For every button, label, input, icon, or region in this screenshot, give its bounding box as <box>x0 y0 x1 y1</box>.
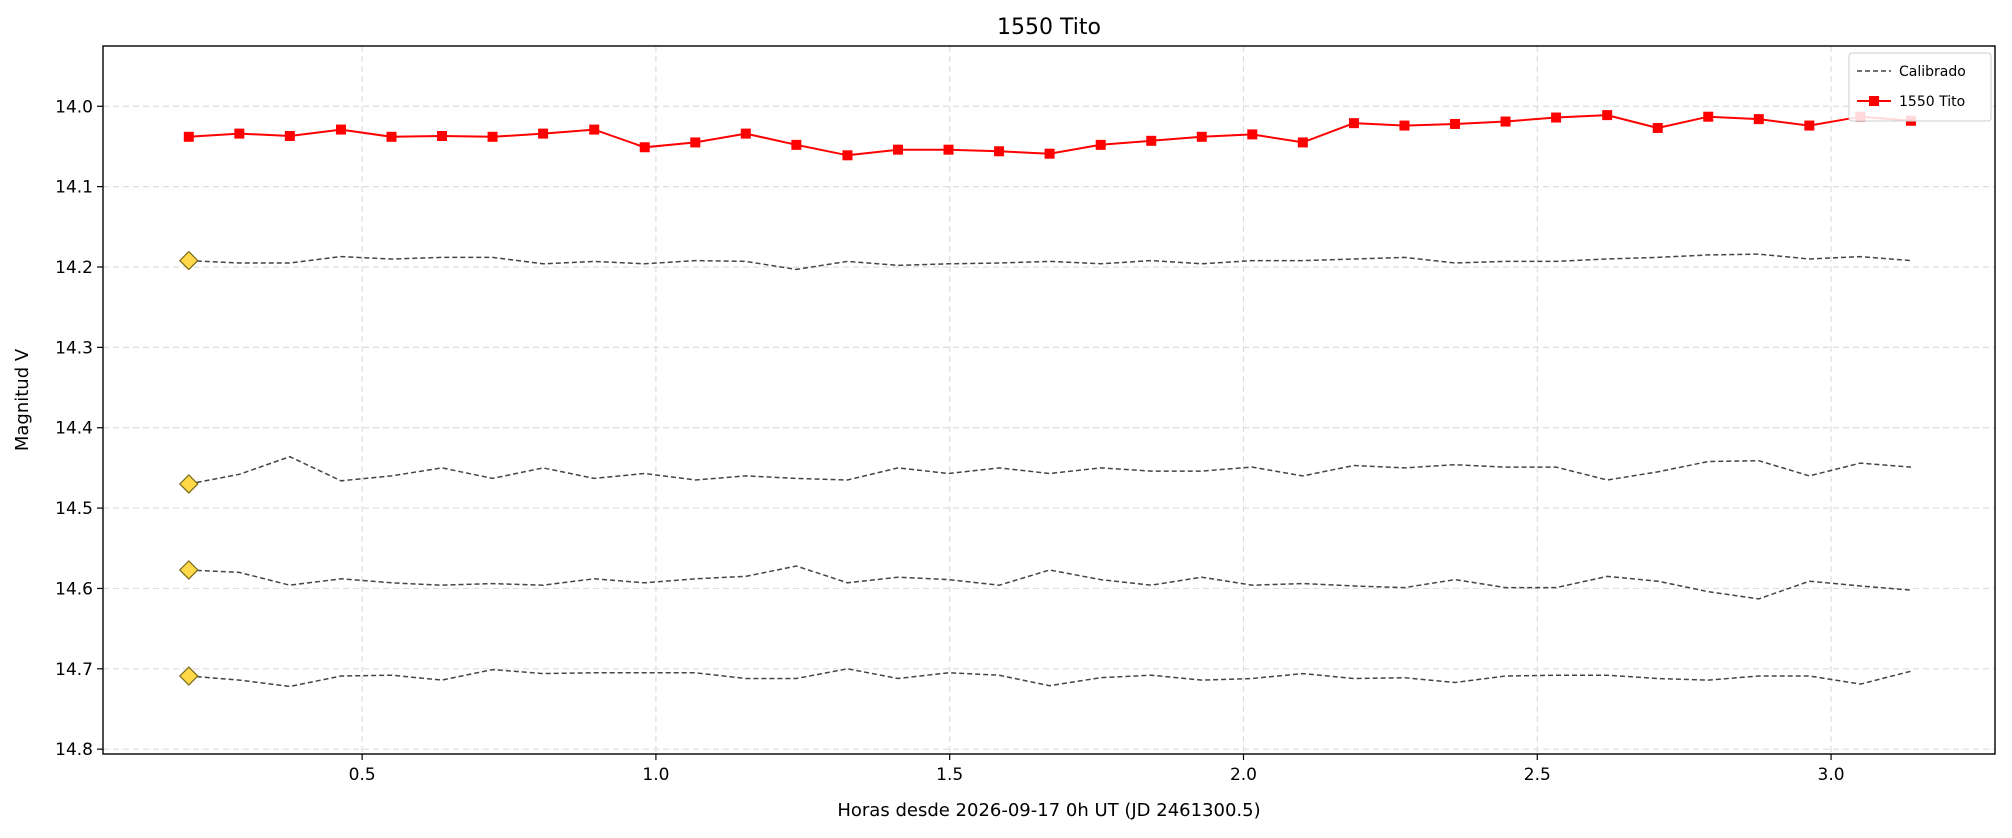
data-point <box>1652 122 1663 133</box>
data-point <box>1297 137 1308 148</box>
data-point <box>791 139 802 150</box>
data-point <box>1095 139 1106 150</box>
legend-label: Calibrado <box>1899 64 1966 80</box>
data-point <box>1450 118 1461 129</box>
x-tick-label: 2.5 <box>1524 765 1551 785</box>
data-point <box>1602 110 1613 121</box>
y-tick-label: 14.4 <box>55 419 93 439</box>
data-point <box>943 144 954 155</box>
data-point <box>284 131 295 142</box>
x-tick-label: 1.0 <box>642 765 669 785</box>
y-tick-label: 14.3 <box>55 338 93 358</box>
x-tick-label: 2.0 <box>1230 765 1257 785</box>
series-line <box>188 565 1912 600</box>
data-point <box>183 131 194 142</box>
data-point <box>740 128 751 139</box>
x-tick-label: 1.5 <box>936 765 963 785</box>
data-point <box>1196 131 1207 142</box>
data-point <box>234 128 245 139</box>
data-point <box>386 131 397 142</box>
x-axis-label: Horas desde 2026-09-17 0h UT (JD 2461300… <box>837 800 1260 821</box>
y-tick-label: 14.6 <box>55 579 93 599</box>
data-point <box>335 124 346 135</box>
y-tick-label: 14.5 <box>55 499 93 519</box>
data-point <box>1804 120 1815 131</box>
data-point <box>538 128 549 139</box>
reference-marker <box>178 560 199 580</box>
data-point <box>842 150 853 161</box>
data-point <box>1146 135 1157 146</box>
data-point <box>1551 112 1562 123</box>
y-tick-label: 14.0 <box>55 97 93 117</box>
legend-label: 1550 Tito <box>1899 94 1965 110</box>
data-point <box>1247 129 1258 140</box>
x-tick-label: 0.5 <box>349 765 376 785</box>
y-tick-label: 14.8 <box>55 740 93 760</box>
data-point <box>892 144 903 155</box>
legend-box <box>1848 52 1992 122</box>
y-tick-label: 14.2 <box>55 258 93 278</box>
data-point <box>1753 114 1764 125</box>
reference-marker <box>178 666 199 686</box>
data-point <box>1500 116 1511 127</box>
x-tick-label: 3.0 <box>1818 765 1845 785</box>
legend-marker <box>1869 96 1879 106</box>
data-point <box>994 146 1005 157</box>
y-tick-label: 14.1 <box>55 178 93 198</box>
y-axis-label: Magnitud V <box>12 348 33 451</box>
reference-marker <box>178 474 199 494</box>
data-point <box>589 124 600 135</box>
plot-frame <box>102 45 1996 755</box>
data-point <box>1044 148 1055 159</box>
data-point <box>1399 120 1410 131</box>
reference-marker <box>178 250 199 271</box>
data-point <box>487 131 498 142</box>
chart-title: 1550 Tito <box>997 15 1101 40</box>
data-point <box>1348 118 1359 129</box>
data-point <box>1703 111 1714 122</box>
y-tick-label: 14.7 <box>55 660 93 680</box>
series-line <box>188 668 1912 688</box>
series-line <box>188 455 1912 485</box>
data-point <box>639 142 650 153</box>
data-point <box>690 137 701 148</box>
data-point <box>437 131 448 142</box>
